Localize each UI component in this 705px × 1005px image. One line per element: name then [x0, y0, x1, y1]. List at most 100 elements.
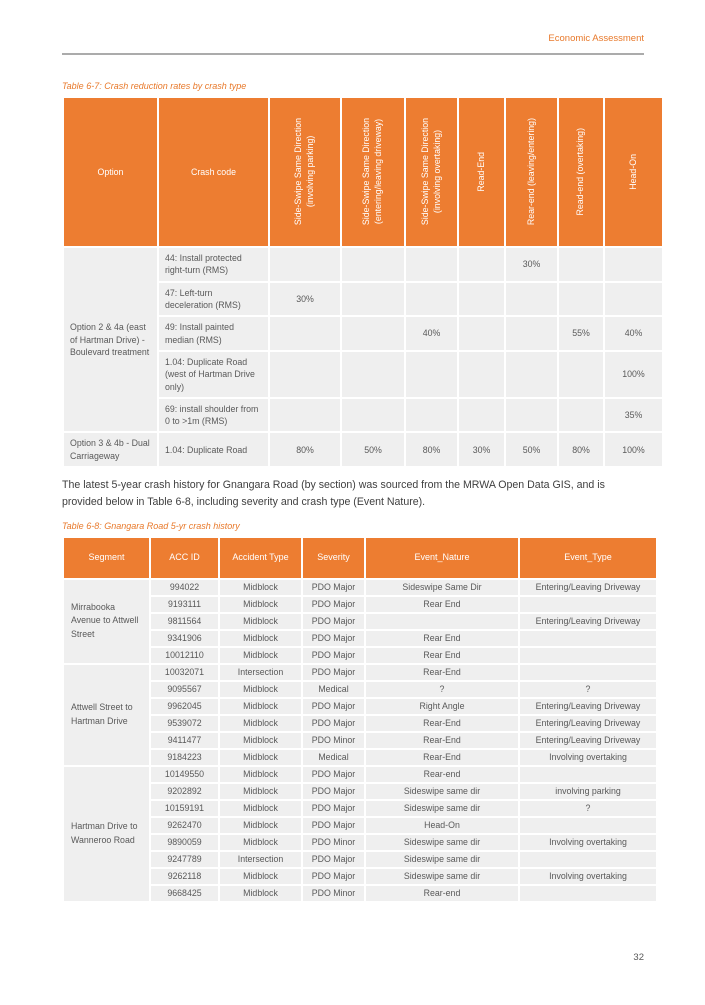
reduction-rate-cell: [342, 282, 404, 316]
event-type-cell: ?: [520, 681, 656, 697]
column-header-sideswipe-driveway: Side-Swipe Same Direction (entering/leav…: [342, 98, 404, 246]
reduction-rate-cell: [406, 282, 457, 316]
reduction-rate-cell: 50%: [506, 433, 557, 467]
reduction-rate-cell: [342, 351, 404, 397]
table-row: Hartman Drive to Wanneroo Road 10149550 Mi…: [64, 766, 656, 901]
table-row: 9539072 Midblock PDO Major Rear-End Entering…: [64, 715, 656, 731]
acc-id-cell: 9262118: [151, 868, 218, 884]
table-row: 1.04: Duplicate Road (west of Hartman Dr…: [64, 351, 662, 397]
acc-id-cell: 10032071: [151, 664, 218, 680]
rotated-header-label: Side-Swipe Same Direction (entering/leav…: [361, 118, 383, 226]
page-number: 32: [633, 952, 644, 963]
reduction-rate-cell: [459, 317, 504, 350]
column-header-rear-end-overtaking: Read-end (overtaking): [559, 98, 603, 246]
column-header-crash-code: Crash code: [159, 98, 268, 246]
column-header-sideswipe-overtaking: Side-Swipe Same Direction (involving ove…: [406, 98, 457, 246]
rotated-header-label: Read-end (overtaking): [575, 128, 586, 216]
segment-cell: Mirrabooka Avenue to Attwell Street: [64, 579, 149, 663]
header-rule: [62, 53, 644, 55]
column-header-option: Option: [64, 98, 157, 246]
reduction-rate-cell: 35%: [605, 398, 662, 432]
event-type-cell: [520, 851, 656, 867]
accident-type-cell: Midblock: [220, 817, 301, 833]
reduction-rate-cell: [459, 282, 504, 316]
table-row: 9341906 Midblock PDO Major Rear End: [64, 630, 656, 646]
reduction-rate-cell: [342, 317, 404, 350]
acc-id-cell: 10149550: [151, 766, 218, 782]
reduction-rate-cell: [559, 351, 603, 397]
acc-id-cell: 9890059: [151, 834, 218, 850]
accident-type-cell: Midblock: [220, 647, 301, 663]
table-row: Attwell Street to Hartman Drive 10032071 I…: [64, 664, 656, 765]
reduction-rate-cell: [605, 282, 662, 316]
table-row: 9262470 Midblock PDO Major Head-On: [64, 817, 656, 833]
reduction-rate-cell: 50%: [342, 433, 404, 467]
event-nature-cell: [366, 613, 518, 629]
severity-cell: Medical: [303, 749, 364, 765]
accident-type-cell: Midblock: [220, 596, 301, 612]
event-type-cell: [520, 817, 656, 833]
column-header-acc-id: ACC ID: [151, 537, 218, 578]
severity-cell: PDO Major: [303, 715, 364, 731]
option-group-cell: Option 3 & 4b - Dual Carriageway: [64, 433, 157, 467]
table-row: 49: Install painted median (RMS) 40% 55% 40…: [64, 317, 662, 350]
reduction-rate-cell: 55%: [559, 317, 603, 350]
reduction-rate-cell: 80%: [270, 433, 340, 467]
event-type-cell: [520, 647, 656, 663]
reduction-rate-cell: [406, 248, 457, 281]
reduction-rate-cell: [459, 248, 504, 281]
accident-type-cell: Midblock: [220, 749, 301, 765]
reduction-rate-cell: [459, 398, 504, 432]
acc-id-cell: 994022: [151, 579, 218, 595]
crash-code-cell: 49: Install painted median (RMS): [159, 317, 268, 350]
table-row: 10159191 Midblock PDO Major Sideswipe same …: [64, 800, 656, 816]
reduction-rate-cell: [559, 398, 603, 432]
reduction-rate-cell: [406, 351, 457, 397]
table-row: 9193111 Midblock PDO Major Rear End: [64, 596, 656, 612]
accident-type-cell: Intersection: [220, 851, 301, 867]
accident-type-cell: Midblock: [220, 766, 301, 782]
acc-id-cell: 9193111: [151, 596, 218, 612]
table-6-7-caption: Table 6-7: Crash reduction rates by cras…: [62, 81, 247, 91]
table-row: 10012110 Midblock PDO Major Rear End: [64, 647, 656, 663]
segment-cell: Attwell Street to Hartman Drive: [64, 664, 149, 765]
column-header-accident-type: Accident Type: [220, 537, 301, 578]
segment-cell: Hartman Drive to Wanneroo Road: [64, 766, 149, 901]
severity-cell: PDO Major: [303, 800, 364, 816]
severity-cell: PDO Major: [303, 664, 364, 680]
acc-id-cell: 9202892: [151, 783, 218, 799]
reduction-rate-cell: 30%: [459, 433, 504, 467]
event-nature-cell: Sideswipe same dir: [366, 834, 518, 850]
table-header-row: Option Crash code Side-Swipe Same Direct…: [64, 98, 662, 246]
table-row: 9668425 Midblock PDO Minor Rear-end: [64, 885, 656, 901]
reduction-rate-cell: [506, 398, 557, 432]
reduction-rate-cell: [270, 248, 340, 281]
accident-type-cell: Midblock: [220, 868, 301, 884]
severity-cell: PDO Major: [303, 613, 364, 629]
severity-cell: PDO Major: [303, 851, 364, 867]
event-nature-cell: ?: [366, 681, 518, 697]
event-type-cell: Involving overtaking: [520, 749, 656, 765]
reduction-rate-cell: 80%: [406, 433, 457, 467]
severity-cell: Medical: [303, 681, 364, 697]
reduction-rate-cell: [506, 282, 557, 316]
accident-type-cell: Midblock: [220, 885, 301, 901]
reduction-rate-cell: [342, 398, 404, 432]
event-type-cell: involving parking: [520, 783, 656, 799]
event-type-cell: Involving overtaking: [520, 834, 656, 850]
rotated-header-label: Side-Swipe Same Direction (involving par…: [293, 118, 315, 226]
table-row: 9184223 Midblock Medical Rear-End Involving …: [64, 749, 656, 765]
event-nature-cell: Rear-end: [366, 885, 518, 901]
table-row: 9262118 Midblock PDO Major Sideswipe same d…: [64, 868, 656, 884]
event-nature-cell: Rear-End: [366, 664, 518, 680]
acc-id-cell: 10159191: [151, 800, 218, 816]
accident-type-cell: Midblock: [220, 783, 301, 799]
acc-id-cell: 9247789: [151, 851, 218, 867]
accident-type-cell: Midblock: [220, 800, 301, 816]
table-row: 9095567 Midblock Medical??: [64, 681, 656, 697]
crash-code-cell: 1.04: Duplicate Road (west of Hartman Dr…: [159, 351, 268, 397]
event-type-cell: Entering/Leaving Driveway: [520, 613, 656, 629]
reduction-rate-cell: [459, 351, 504, 397]
reduction-rate-cell: 100%: [605, 351, 662, 397]
